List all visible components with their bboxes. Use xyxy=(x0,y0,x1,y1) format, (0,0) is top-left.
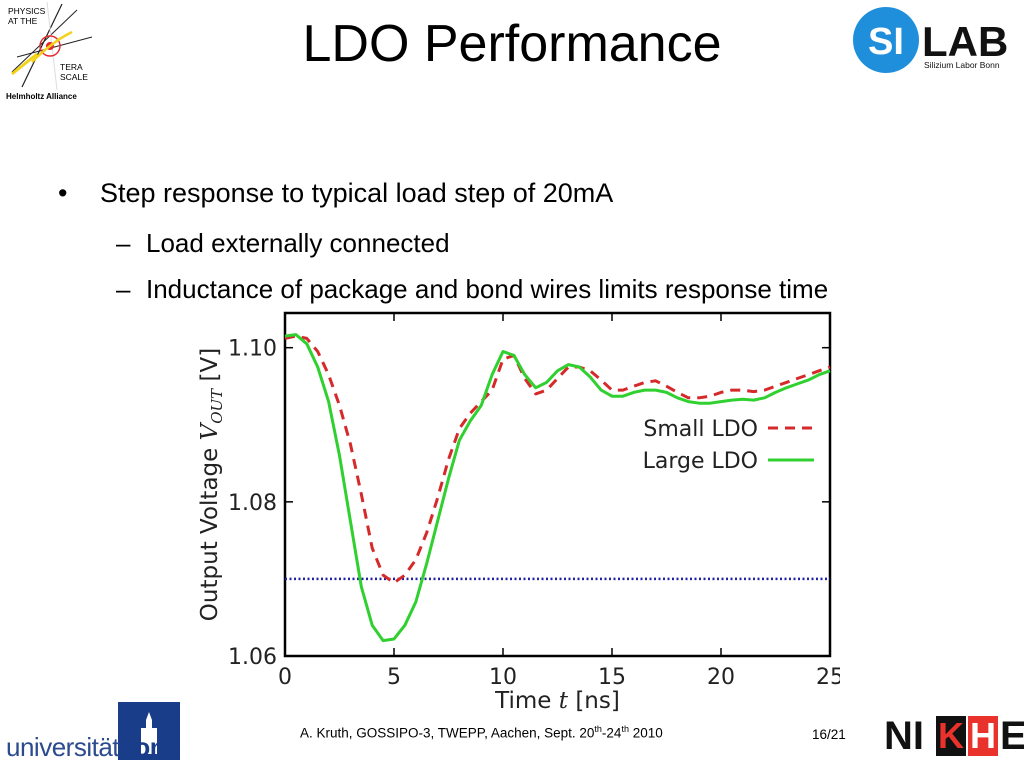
physics-terascale-logo: PHYSICS AT THE TERA SCALE Helmholtz Alli… xyxy=(2,1,100,104)
citation-sup-1: th xyxy=(594,724,602,734)
footer-citation: A. Kruth, GOSSIPO-3, TWEPP, Aachen, Sept… xyxy=(300,724,663,741)
y-tick-label: 1.10 xyxy=(228,337,277,362)
citation-dash: -24 xyxy=(601,725,622,741)
y-tick-label: 1.08 xyxy=(228,491,277,516)
nikhef-ni: NI xyxy=(884,714,924,758)
silab-subtext: Silizium Labor Bonn xyxy=(924,60,1000,70)
dash-glyph: – xyxy=(116,228,131,258)
x-tick-label: 10 xyxy=(489,665,517,690)
slide-title: LDO Performance xyxy=(302,15,722,73)
bullet-glyph: • xyxy=(58,178,68,208)
logo-text-scale: SCALE xyxy=(60,72,88,82)
nikhef-ef: EF xyxy=(1000,714,1024,758)
silab-graphic: SI LAB Silizium Labor Bonn xyxy=(853,7,1008,73)
bullet-sub-2-text: Inductance of package and bond wires lim… xyxy=(146,274,829,304)
x-axis-label: Time t [ns] xyxy=(494,688,620,714)
silab-logo: SI LAB Silizium Labor Bonn xyxy=(852,6,1024,78)
x-tick-label: 0 xyxy=(278,665,292,690)
bonn-prefix: universität xyxy=(6,732,120,762)
citation-sup-2: th xyxy=(621,724,629,734)
series-line-small-ldo xyxy=(284,334,831,585)
universitaet-bonn-logo: universitätbonn xyxy=(6,698,182,764)
bullet-main-text: Step response to typical load step of 20… xyxy=(100,178,614,208)
x-tick-label: 20 xyxy=(707,665,735,690)
legend-label: Large LDO xyxy=(643,449,758,474)
citation-main: A. Kruth, GOSSIPO-3, TWEPP, Aachen, Sept… xyxy=(300,725,595,741)
bonn-graphic xyxy=(118,702,180,760)
bullet-sub-1-text: Load externally connected xyxy=(146,228,450,258)
bonn-wordmark: universitätbonn xyxy=(6,732,181,763)
nikhef-h: H xyxy=(968,715,998,756)
plot-frame xyxy=(283,311,832,658)
x-tick-label: 5 xyxy=(387,665,401,690)
page-number: 16/21 xyxy=(812,727,846,742)
logo-text-tera: TERA xyxy=(60,62,83,72)
bonn-bold: bonn xyxy=(119,732,181,762)
logo-text-physics: PHYSICS xyxy=(8,6,46,16)
x-tick-label: 25 xyxy=(816,665,840,690)
chart-svg: 0 5 10 15 20 25 1.06 1.08 1.10 Time t [ns] Output … xyxy=(197,311,844,714)
step-response-chart: 0 5 10 15 20 25 1.06 1.08 1.10 Time t [ns] Output … xyxy=(180,310,844,725)
x-tick-label: 15 xyxy=(598,665,626,690)
physics-terascale-graphic xyxy=(11,1,93,91)
logo-text-at-the: AT THE xyxy=(8,16,38,26)
legend-label: Small LDO xyxy=(643,417,758,442)
y-tick-label: 1.06 xyxy=(228,645,277,670)
y-axis-label: Output Voltage VOUT [V] xyxy=(197,348,226,621)
series-line-large-ldo xyxy=(284,333,831,643)
silab-word: LAB xyxy=(922,18,1008,65)
nikhef-logo: NI K H EF xyxy=(884,712,1024,760)
nikhef-k: K xyxy=(936,715,966,756)
citation-year: 2010 xyxy=(628,725,663,741)
logo-text-alliance: Helmholtz Alliance xyxy=(6,92,77,101)
dash-glyph: – xyxy=(116,274,131,304)
silab-badge-text: SI xyxy=(868,21,904,63)
